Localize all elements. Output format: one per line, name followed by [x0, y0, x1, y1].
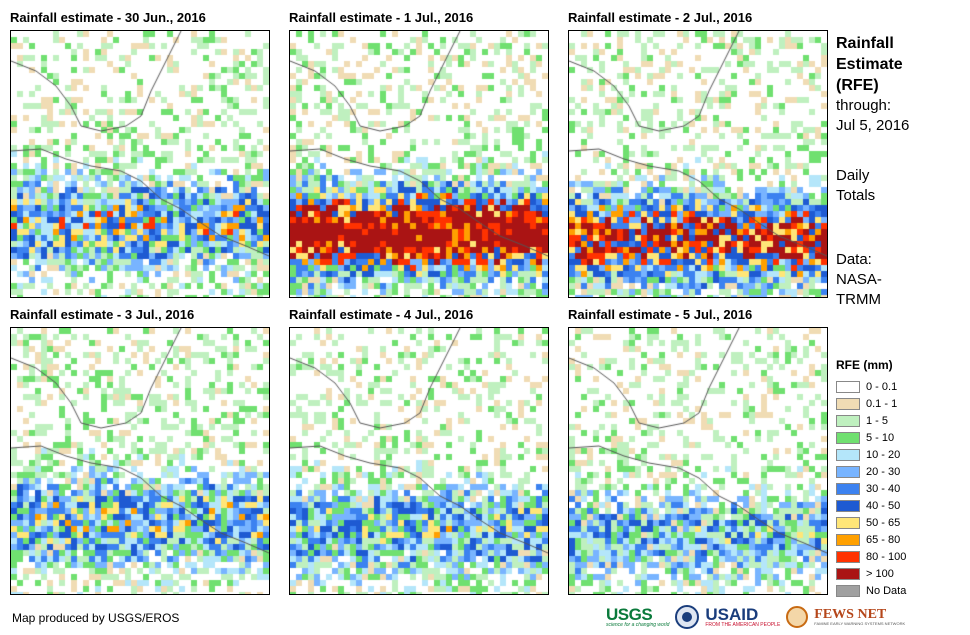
usaid-wordmark: USAID — [705, 605, 759, 624]
data-line1: Data: — [836, 251, 872, 268]
legend-item: 0 - 0.1 — [836, 378, 966, 395]
fews-net-tagline: FAMINE EARLY WARNING SYSTEMS NETWORK — [814, 621, 906, 626]
legend-swatch — [836, 533, 860, 546]
side-title-line2: Estimate — [836, 56, 903, 73]
legend-label: 10 - 20 — [866, 448, 901, 461]
legend-swatch — [836, 550, 860, 563]
legend-label: > 100 — [866, 567, 894, 580]
usaid-logo: USAID FROM THE AMERICAN PEOPLE — [705, 606, 780, 628]
rainfall-grid — [11, 328, 269, 594]
legend-item: 1 - 5 — [836, 412, 966, 429]
fews-net-wordmark: FEWS NET — [814, 607, 887, 622]
rainfall-map-4 — [10, 327, 270, 595]
rainfall-map-6 — [568, 327, 828, 595]
usaid-tagline: FROM THE AMERICAN PEOPLE — [705, 622, 781, 628]
panel-title-4: Rainfall estimate - 3 Jul., 2016 — [10, 307, 195, 322]
data-line3: TRMM — [836, 291, 881, 308]
legend-item: 40 - 50 — [836, 497, 966, 514]
usaid-seal-icon — [675, 605, 700, 629]
fews-net-logo: FEWS NET FAMINE EARLY WARNING SYSTEMS NE… — [814, 608, 905, 626]
daily-totals: Daily Totals — [836, 166, 875, 206]
logo-strip: USGS science for a changing world USAID … — [606, 602, 905, 632]
legend-item: 20 - 30 — [836, 463, 966, 480]
legend-label: 20 - 30 — [866, 465, 901, 478]
legend-item: 0.1 - 1 — [836, 395, 966, 412]
side-title-line1: Rainfall — [836, 35, 894, 52]
legend-swatch — [836, 516, 860, 529]
legend-item: 65 - 80 — [836, 531, 966, 548]
legend-label: No Data — [866, 584, 907, 597]
panel-title-5: Rainfall estimate - 4 Jul., 2016 — [289, 307, 474, 322]
legend-label: 0 - 0.1 — [866, 380, 898, 393]
legend-item: > 100 — [836, 565, 966, 582]
side-title-block: Rainfall Estimate (RFE) through: Jul 5, … — [836, 33, 909, 136]
legend-item: 10 - 20 — [836, 446, 966, 463]
panel-title-1: Rainfall estimate - 30 Jun., 2016 — [10, 10, 206, 25]
legend-label: 5 - 10 — [866, 431, 895, 444]
usgs-tagline: science for a changing world — [606, 622, 670, 628]
legend-label: 0.1 - 1 — [866, 397, 898, 410]
rainfall-grid — [11, 31, 269, 297]
legend-swatch — [836, 465, 860, 478]
legend-swatch — [836, 414, 860, 427]
legend-swatch — [836, 380, 860, 393]
legend-swatch — [836, 584, 860, 597]
legend-label: 30 - 40 — [866, 482, 901, 495]
fews-net-emblem-icon — [786, 606, 809, 628]
legend-label: 65 - 80 — [866, 533, 901, 546]
through-date: Jul 5, 2016 — [836, 117, 910, 134]
rainfall-map-1 — [10, 30, 270, 298]
legend-swatch — [836, 397, 860, 410]
daily-line2: Totals — [836, 187, 876, 204]
legend-item: No Data — [836, 582, 966, 599]
legend-label: 80 - 100 — [866, 550, 907, 563]
rainfall-grid — [290, 31, 548, 297]
daily-line1: Daily — [836, 167, 870, 184]
legend-label: 1 - 5 — [866, 414, 889, 427]
panel-title-3: Rainfall estimate - 2 Jul., 2016 — [568, 10, 753, 25]
panel-title-6: Rainfall estimate - 5 Jul., 2016 — [568, 307, 753, 322]
side-title-line3: (RFE) — [836, 77, 879, 94]
legend-swatch — [836, 431, 860, 444]
data-source: Data: NASA- TRMM — [836, 250, 882, 310]
legend-swatch — [836, 448, 860, 461]
legend: RFE (mm) 0 - 0.1 0.1 - 1 1 - 5 5 - 10 10 - 2… — [836, 358, 966, 599]
legend-swatch — [836, 567, 860, 580]
legend-swatch — [836, 482, 860, 495]
rainfall-map-3 — [568, 30, 828, 298]
usgs-logo: USGS science for a changing world — [606, 606, 669, 628]
legend-item: 5 - 10 — [836, 429, 966, 446]
rainfall-grid — [569, 328, 827, 594]
rainfall-grid — [290, 328, 548, 594]
legend-label: 40 - 50 — [866, 499, 901, 512]
legend-swatch — [836, 499, 860, 512]
map-credit: Map produced by USGS/EROS — [12, 611, 180, 625]
through-label: through: — [836, 97, 892, 114]
legend-item: 80 - 100 — [836, 548, 966, 565]
legend-item: 50 - 65 — [836, 514, 966, 531]
data-line2: NASA- — [836, 271, 882, 288]
legend-item: 30 - 40 — [836, 480, 966, 497]
legend-label: 50 - 65 — [866, 516, 901, 529]
rainfall-map-5 — [289, 327, 549, 595]
panel-title-2: Rainfall estimate - 1 Jul., 2016 — [289, 10, 474, 25]
rainfall-grid — [569, 31, 827, 297]
rainfall-map-2 — [289, 30, 549, 298]
usgs-wordmark: USGS — [606, 605, 653, 624]
legend-title: RFE (mm) — [836, 358, 893, 372]
